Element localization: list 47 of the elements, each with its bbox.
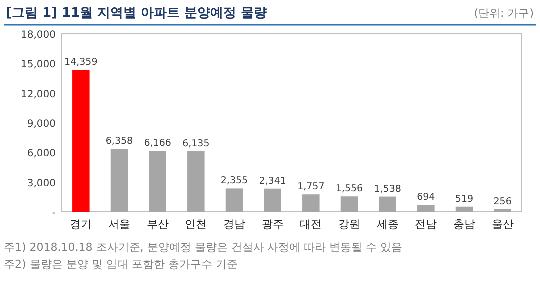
x-tick-label: 경남 (224, 218, 246, 231)
x-tick-label: 울산 (492, 218, 514, 231)
x-tick-label: 강원 (338, 218, 360, 231)
x-tick-label: 대전 (300, 218, 322, 231)
data-label: 1,556 (336, 184, 364, 195)
y-tick-label: - (52, 208, 56, 219)
chart-subtitle: (단위: 가구) (474, 7, 534, 20)
x-tick-label: 인천 (185, 218, 208, 231)
y-tick-label: 6,000 (27, 148, 56, 160)
text: 주1) 2018.10.18 조사기준, 분양예정 물량은 건설사 사정에 따라 변동될 수 있음 (4, 241, 403, 254)
text: 주2) 물량은 분양 및 임대 포함한 총가구수 기준 (4, 258, 238, 271)
data-label: 256 (494, 196, 512, 208)
x-tick-label: 충남 (454, 218, 476, 231)
data-label: 1,538 (374, 184, 402, 195)
data-label: 6,358 (106, 136, 134, 148)
bar (264, 188, 282, 212)
y-tick-label: 18,000 (21, 30, 56, 41)
bar (110, 149, 128, 212)
y-tick-label: 9,000 (27, 119, 56, 130)
x-tick-label: 전남 (415, 218, 438, 231)
bar (226, 188, 244, 212)
chart-title: [그림 1] 11월 지역별 아파트 분양예정 물량 (6, 6, 268, 21)
x-tick-label: 부산 (146, 218, 169, 231)
y-tick-label: 3,000 (27, 178, 56, 190)
data-label: 6,166 (144, 138, 172, 150)
data-label: 1,757 (298, 182, 325, 193)
x-tick-label: 경기 (70, 218, 92, 231)
data-label: 2,341 (259, 176, 286, 187)
data-label: 694 (417, 192, 436, 204)
data-label: 519 (455, 194, 474, 205)
bar (188, 151, 205, 212)
x-tick-label: 세종 (376, 218, 399, 231)
bar (494, 209, 512, 212)
bar (340, 196, 358, 212)
x-tick-label: 광주 (262, 218, 284, 231)
data-label: 6,135 (182, 138, 210, 150)
y-tick-label: 12,000 (21, 89, 56, 100)
x-tick-label: 서울 (108, 218, 130, 231)
bar (418, 205, 435, 212)
data-label: 2,355 (220, 176, 248, 187)
y-tick-label: 15,000 (21, 60, 56, 71)
bar (379, 196, 396, 212)
bar (149, 151, 166, 212)
bar (456, 206, 474, 212)
bar (302, 194, 320, 212)
bar (72, 70, 90, 212)
data-label: 14,359 (64, 57, 98, 68)
